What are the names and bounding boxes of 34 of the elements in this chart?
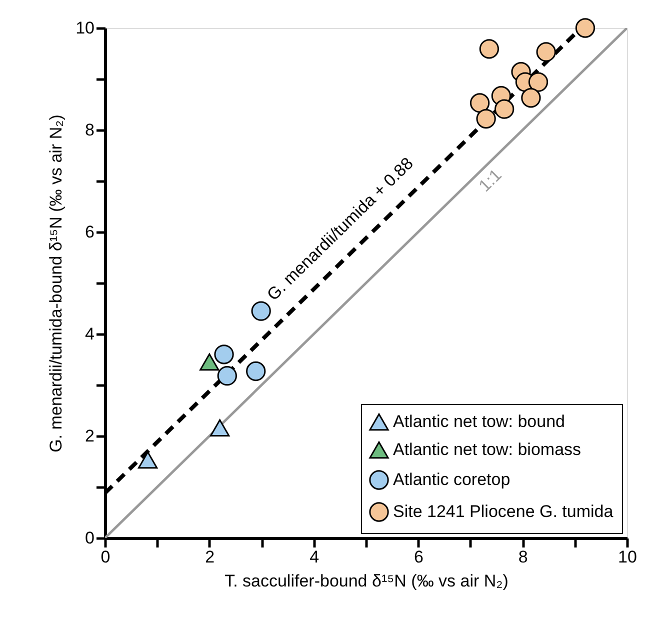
x-tick-label: 10 xyxy=(618,548,637,566)
y-tick-label: 10 xyxy=(76,18,94,38)
x-tick-label: 6 xyxy=(414,548,424,566)
x-tick-label: 8 xyxy=(518,548,528,566)
point xyxy=(575,18,596,38)
point xyxy=(528,72,548,92)
point xyxy=(217,366,237,386)
legend-label: Atlantic net tow: bound xyxy=(393,412,566,431)
point xyxy=(214,344,234,364)
point xyxy=(476,108,496,129)
point xyxy=(494,99,514,119)
point xyxy=(246,361,266,382)
annotation: 1:1 xyxy=(475,165,506,196)
point xyxy=(536,42,556,62)
y-tick-label: 2 xyxy=(85,426,94,446)
point xyxy=(470,93,490,113)
point xyxy=(521,88,541,108)
legend-label: Atlantic net tow: biomass xyxy=(393,440,582,459)
legend-label: Atlantic coretop xyxy=(393,470,510,489)
point xyxy=(200,353,220,371)
x-tick-label: 0 xyxy=(100,548,110,566)
y-tick-label: 6 xyxy=(85,222,94,242)
point xyxy=(210,419,230,436)
x-tick-label: 4 xyxy=(310,548,320,566)
y-tick-label: 8 xyxy=(85,120,94,140)
point xyxy=(138,451,158,469)
legend-label: Site 1241 Pliocene G. tumida xyxy=(393,502,614,521)
point xyxy=(251,301,271,321)
point xyxy=(479,39,500,59)
y-tick-label: 0 xyxy=(85,528,94,548)
x-axis-title: T. sacculifer-bound δ¹⁵N (‰ vs air N₂) xyxy=(224,572,508,590)
y-tick-label: 4 xyxy=(85,324,94,344)
y-axis-title: G. menardii/tumida-bound δ¹⁵N (‰ vs air N₂) xyxy=(46,114,66,452)
x-tick-label: 2 xyxy=(205,548,215,566)
